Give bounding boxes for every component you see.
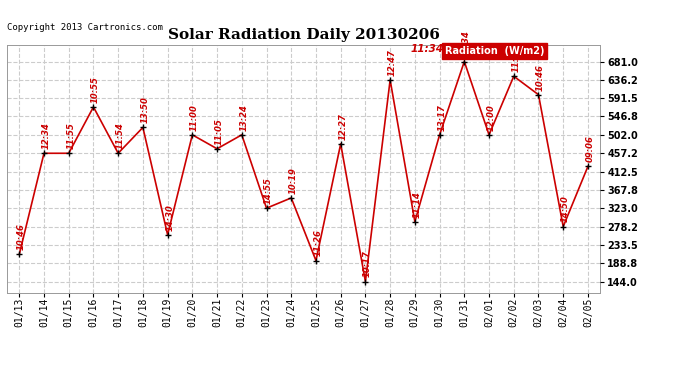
Text: 12:00: 12:00 — [486, 104, 495, 130]
Text: 11:00: 11:00 — [190, 104, 199, 130]
Text: 11:54: 11:54 — [116, 122, 125, 149]
Text: 11:34: 11:34 — [411, 45, 444, 54]
Text: 10:17: 10:17 — [363, 251, 372, 278]
Text: Radiation  (W/m2): Radiation (W/m2) — [445, 46, 544, 56]
Text: 10:46: 10:46 — [17, 224, 26, 250]
Text: 12:34: 12:34 — [41, 122, 50, 149]
Text: 14:50: 14:50 — [561, 195, 570, 222]
Text: 14:55: 14:55 — [264, 177, 273, 204]
Text: 13:24: 13:24 — [239, 104, 248, 130]
Text: 13:50: 13:50 — [141, 96, 150, 123]
Text: 10:19: 10:19 — [289, 167, 298, 194]
Text: 12:27: 12:27 — [338, 113, 347, 140]
Text: 11:XX: 11:XX — [511, 44, 520, 72]
Text: 13:17: 13:17 — [437, 104, 446, 130]
Text: 14:30: 14:30 — [165, 204, 174, 231]
Title: Solar Radiation Daily 20130206: Solar Radiation Daily 20130206 — [168, 28, 440, 42]
Text: 10:55: 10:55 — [91, 76, 100, 103]
Text: 12:47: 12:47 — [388, 49, 397, 76]
Text: 11:05: 11:05 — [215, 118, 224, 145]
Text: 09:06: 09:06 — [586, 135, 595, 162]
Text: 11:14: 11:14 — [413, 190, 422, 217]
Text: 11:34: 11:34 — [462, 30, 471, 57]
Text: 11:55: 11:55 — [66, 122, 75, 149]
Text: 11:26: 11:26 — [313, 230, 322, 256]
Text: Copyright 2013 Cartronics.com: Copyright 2013 Cartronics.com — [7, 23, 163, 32]
Text: 10:46: 10:46 — [536, 64, 545, 90]
